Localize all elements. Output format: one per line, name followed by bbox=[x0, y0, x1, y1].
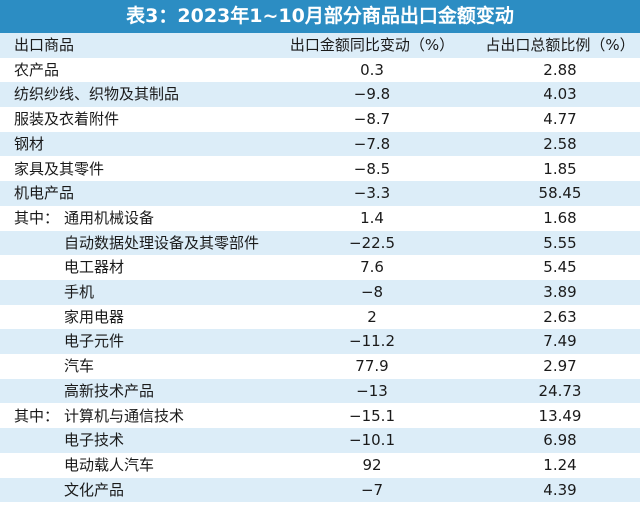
table-row: 钢材 −7.8 2.58 bbox=[0, 131, 640, 157]
row-label: 机电产品 bbox=[14, 184, 75, 203]
table-row: 手机 −8 3.89 bbox=[0, 280, 640, 305]
change-value: −11.2 bbox=[349, 332, 395, 351]
share-value: 2.63 bbox=[543, 307, 577, 326]
change-value: −3.3 bbox=[353, 184, 391, 203]
share-value: 1.85 bbox=[543, 159, 577, 178]
share-value: 5.55 bbox=[543, 233, 577, 252]
row-label: 家具及其零件 bbox=[14, 159, 105, 178]
change-value: −22.5 bbox=[349, 233, 395, 252]
share-value: 4.03 bbox=[543, 85, 577, 104]
share-value: 5.45 bbox=[543, 258, 577, 277]
change-value: 0.3 bbox=[360, 60, 384, 79]
row-label: 计算机与通信技术 bbox=[64, 406, 185, 425]
change-value: −15.1 bbox=[349, 406, 395, 425]
row-label: 电子元件 bbox=[64, 332, 125, 351]
change-value: −13 bbox=[356, 381, 388, 400]
share-value: 4.77 bbox=[543, 110, 577, 129]
share-value: 2.97 bbox=[543, 357, 577, 376]
change-value: 7.6 bbox=[360, 258, 384, 277]
table-row: 家具及其零件 −8.5 1.85 bbox=[0, 157, 640, 182]
share-value: 24.73 bbox=[538, 381, 582, 400]
change-value: −9.8 bbox=[353, 85, 391, 104]
change-value: 77.9 bbox=[355, 357, 389, 376]
table-row: 农产品 0.3 2.88 bbox=[0, 58, 640, 83]
table-row: 服装及衣着附件 −8.7 4.77 bbox=[0, 107, 640, 132]
change-value: 92 bbox=[362, 455, 382, 474]
change-value: 1.4 bbox=[360, 208, 384, 227]
row-label: 手机 bbox=[64, 283, 95, 301]
table-row: 文化产品 −7 4.39 bbox=[0, 477, 640, 503]
table-row: 汽车 77.9 2.97 bbox=[0, 354, 640, 379]
table-row: 家用电器 2 2.63 bbox=[0, 305, 640, 330]
row-label: 服装及衣着附件 bbox=[14, 110, 120, 129]
row-label: 家用电器 bbox=[64, 307, 125, 326]
share-value: 2.88 bbox=[543, 60, 577, 79]
row-label: 电工器材 bbox=[64, 258, 125, 277]
row-label: 汽车 bbox=[64, 357, 95, 376]
share-value: 6.98 bbox=[543, 431, 577, 450]
table-row: 其中： 通用机械设备 1.4 1.68 bbox=[0, 206, 640, 231]
change-value: −10.1 bbox=[349, 431, 395, 450]
table-row: 纺织纱线、织物及其制品 −9.8 4.03 bbox=[0, 82, 640, 108]
row-prefix: 其中： bbox=[14, 208, 60, 227]
share-value: 1.68 bbox=[543, 208, 577, 227]
column-header: 出口商品 bbox=[14, 36, 75, 54]
table-row: 电工器材 7.6 5.45 bbox=[0, 255, 640, 280]
row-label: 纺织纱线、织物及其制品 bbox=[14, 85, 180, 104]
title: 表3：2023年1~10月部分商品出口金额变动 bbox=[0, 0, 640, 33]
table-row: 电子元件 −11.2 7.49 bbox=[0, 329, 640, 355]
change-value: −8.7 bbox=[353, 110, 391, 129]
column-header: 出口金额同比变动（%） bbox=[289, 36, 455, 54]
header-row: 出口商品 出口金额同比变动（%） 占出口总额比例（%） bbox=[0, 33, 640, 58]
share-value: 4.39 bbox=[543, 480, 577, 499]
table-row: 高新技术产品 −13 24.73 bbox=[0, 378, 640, 404]
table-row: 电子技术 −10.1 6.98 bbox=[0, 428, 640, 453]
share-value: 1.24 bbox=[543, 455, 577, 474]
table-row: 电动载人汽车 92 1.24 bbox=[0, 453, 640, 478]
row-label: 自动数据处理设备及其零部件 bbox=[64, 233, 260, 252]
row-label: 农产品 bbox=[14, 60, 60, 79]
row-label: 钢材 bbox=[14, 134, 45, 153]
row-label: 高新技术产品 bbox=[64, 381, 155, 400]
row-label: 通用机械设备 bbox=[64, 208, 155, 227]
change-value: −7 bbox=[360, 480, 384, 499]
row-label: 电子技术 bbox=[64, 431, 125, 450]
table-row: 其中： 计算机与通信技术 −15.1 13.49 bbox=[0, 404, 640, 429]
row-label: 文化产品 bbox=[64, 480, 125, 499]
table-row: 机电产品 −3.3 58.45 bbox=[0, 181, 640, 206]
row-prefix: 其中： bbox=[14, 406, 60, 425]
share-value: 2.58 bbox=[543, 134, 577, 153]
share-value: 58.45 bbox=[538, 184, 582, 203]
change-value: −7.8 bbox=[353, 134, 391, 153]
column-header: 占出口总额比例（%） bbox=[485, 36, 635, 54]
table-row: 自动数据处理设备及其零部件 −22.5 5.55 bbox=[0, 230, 640, 256]
share-value: 13.49 bbox=[538, 406, 582, 425]
row-label: 电动载人汽车 bbox=[64, 455, 155, 474]
change-value: 2 bbox=[367, 307, 377, 326]
change-value: −8.5 bbox=[353, 159, 391, 178]
change-value: −8 bbox=[360, 283, 384, 301]
share-value: 3.89 bbox=[543, 283, 577, 301]
share-value: 7.49 bbox=[543, 332, 577, 351]
